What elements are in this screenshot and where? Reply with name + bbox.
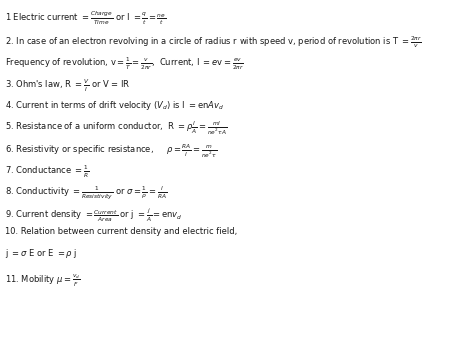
Text: 1 Electric current $=\frac{\mathit{Charge}}{\mathit{Time}}$ or I $=\frac{q}{t}=\: 1 Electric current $=\frac{\mathit{Charg… bbox=[5, 10, 166, 27]
Text: Frequency of revolution, $\mathrm{v}=\frac{1}{T}=\frac{v}{2\pi r}$,  Current, I : Frequency of revolution, $\mathrm{v}=\fr… bbox=[5, 56, 244, 72]
Text: 5. Resistance of a uniform conductor,  R $= \rho\frac{l}{A}=\frac{ml}{ne^2\tau A: 5. Resistance of a uniform conductor, R … bbox=[5, 120, 227, 137]
Text: 10. Relation between current density and electric field,: 10. Relation between current density and… bbox=[5, 227, 237, 236]
Text: 7. Conductance $=\frac{1}{R}$: 7. Conductance $=\frac{1}{R}$ bbox=[5, 164, 90, 180]
Text: 2. In case of an electron revolving in a circle of radius r with speed v, period: 2. In case of an electron revolving in a… bbox=[5, 35, 422, 49]
Text: 3. Ohm's law, R $=\frac{V}{I}$ or V = IR: 3. Ohm's law, R $=\frac{V}{I}$ or V = IR bbox=[5, 78, 130, 94]
Text: 8. Conductivity $=\frac{1}{\mathit{Resistivity}}$ or $\sigma=\frac{1}{\rho}=\fra: 8. Conductivity $=\frac{1}{\mathit{Resis… bbox=[5, 185, 167, 202]
Text: 6. Resistivity or specific resistance,     $\rho=\frac{RA}{l}=\frac{m}{ne^2\tau}: 6. Resistivity or specific resistance, $… bbox=[5, 143, 217, 160]
Text: j $= \sigma$ E or E $= \rho$ j: j $= \sigma$ E or E $= \rho$ j bbox=[5, 247, 77, 261]
Text: 4. Current in terms of drift velocity $(V_d)$ is I $= \mathrm{en}Av_d$: 4. Current in terms of drift velocity $(… bbox=[5, 99, 224, 112]
Text: 9. Current density $=\frac{\mathit{Current}}{\mathit{Area}}$ or j $=\frac{j}{A}=: 9. Current density $=\frac{\mathit{Curre… bbox=[5, 207, 182, 224]
Text: 11. Mobility $\mu=\frac{v_d}{F}$: 11. Mobility $\mu=\frac{v_d}{F}$ bbox=[5, 273, 80, 289]
